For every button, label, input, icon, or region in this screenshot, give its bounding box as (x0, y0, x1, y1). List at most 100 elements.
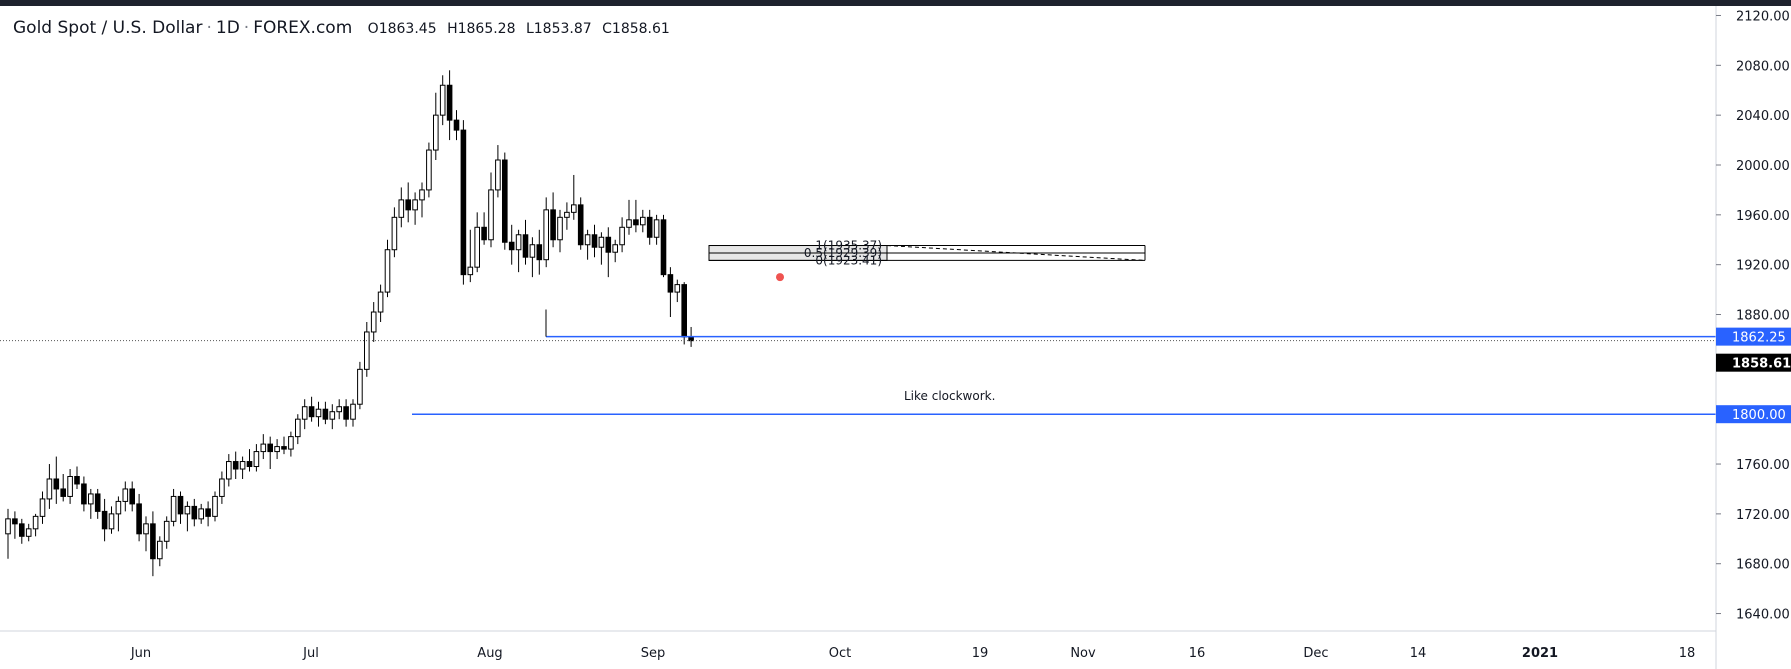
candle (343, 399, 349, 427)
candle (184, 501, 191, 532)
candle (94, 488, 101, 519)
candle (295, 414, 301, 445)
legend-ohlc: O1863.45 H1865.28 L1853.87 C1858.61 (368, 21, 676, 37)
x-tick-label: 16 (1189, 646, 1206, 661)
candle (288, 431, 294, 457)
candle (281, 436, 287, 455)
candle (453, 110, 460, 141)
y-tick-label: 1640.00 (1736, 608, 1790, 623)
candle (226, 454, 232, 487)
candle (274, 439, 280, 460)
legend-open-value: 1863.45 (378, 21, 437, 37)
svg-text:1862.25: 1862.25 (1732, 331, 1786, 346)
candle (446, 70, 453, 141)
candle (653, 214, 660, 245)
candle (60, 474, 67, 502)
svg-text:1800.00: 1800.00 (1732, 408, 1786, 423)
candle (143, 516, 149, 552)
candle (584, 229, 591, 260)
candle (25, 523, 32, 542)
x-tick-label: 19 (972, 646, 989, 661)
candle (308, 396, 315, 422)
fib-label: 0.5(1929.39) (804, 246, 882, 260)
x-tick-label: Dec (1303, 646, 1328, 661)
candle (232, 451, 239, 479)
alert-dot (776, 273, 784, 282)
y-tick-label: 1920.00 (1736, 259, 1790, 274)
candle (260, 434, 267, 460)
candle (605, 227, 612, 278)
candle (384, 239, 391, 298)
legend-open-key: O (367, 21, 379, 37)
candle (136, 493, 142, 542)
candle (122, 481, 129, 512)
legend-symbol: Gold Spot / U.S. Dollar (13, 18, 203, 38)
annotation-text: Like clockwork. (904, 389, 995, 403)
candle (267, 436, 273, 470)
legend-close-value: 1858.61 (611, 21, 670, 37)
candle (619, 217, 625, 253)
candle (198, 503, 204, 524)
price-tag-level-upper: 1862.25 (1716, 327, 1791, 346)
fib-trend-line (886, 245, 1146, 261)
candle (163, 516, 170, 549)
candle (53, 456, 60, 504)
candle (357, 361, 363, 410)
candle (88, 488, 94, 519)
candle (626, 199, 632, 235)
candle (460, 120, 467, 285)
candle (502, 152, 508, 250)
x-tick-label: Jul (302, 646, 319, 661)
candle (177, 491, 184, 524)
candle (577, 197, 584, 250)
candle (239, 456, 246, 479)
candle (129, 481, 135, 512)
price-tag-current: 1858.61 (1716, 353, 1791, 372)
x-tick-label: 2021 (1522, 646, 1558, 661)
candle (508, 224, 515, 265)
x-tick-label: 18 (1679, 646, 1696, 661)
y-tick-label: 2080.00 (1736, 59, 1790, 74)
candle (571, 174, 577, 220)
candle (329, 404, 336, 430)
candle (426, 142, 432, 198)
candle (612, 239, 619, 263)
price-tag-level-lower: 1800.00 (1716, 405, 1791, 424)
candle (322, 401, 329, 425)
candle (81, 476, 87, 512)
candle (5, 508, 11, 559)
legend-separator: · (243, 18, 250, 38)
y-tick-label: 2040.00 (1736, 109, 1790, 124)
candle (246, 449, 253, 472)
y-tick-label: 1720.00 (1736, 508, 1790, 523)
fib-label: 0(1923.41) (815, 253, 882, 267)
candle (170, 488, 177, 527)
candle (219, 471, 225, 504)
legend-low-value: 1853.87 (533, 21, 592, 37)
candle (515, 229, 522, 273)
svg-text:1858.61: 1858.61 (1732, 357, 1791, 372)
candle (336, 399, 342, 420)
candle (405, 182, 411, 223)
candle (488, 172, 494, 248)
candle (660, 214, 667, 278)
y-tick-label: 2000.00 (1736, 159, 1790, 174)
candle (591, 224, 598, 258)
y-tick-label: 2120.00 (1736, 9, 1790, 24)
x-tick-label: Oct (829, 646, 851, 661)
candle (481, 212, 487, 245)
candle (550, 192, 556, 248)
y-tick-label: 1960.00 (1736, 209, 1790, 224)
candle (412, 192, 418, 225)
candle (74, 466, 80, 489)
candle (557, 209, 563, 253)
x-tick-label: Nov (1070, 646, 1096, 661)
candle (101, 498, 108, 542)
candle (467, 229, 474, 283)
candle (46, 464, 53, 509)
candle (364, 321, 370, 377)
candle (681, 282, 688, 345)
candle (633, 199, 639, 233)
candle (419, 182, 425, 218)
